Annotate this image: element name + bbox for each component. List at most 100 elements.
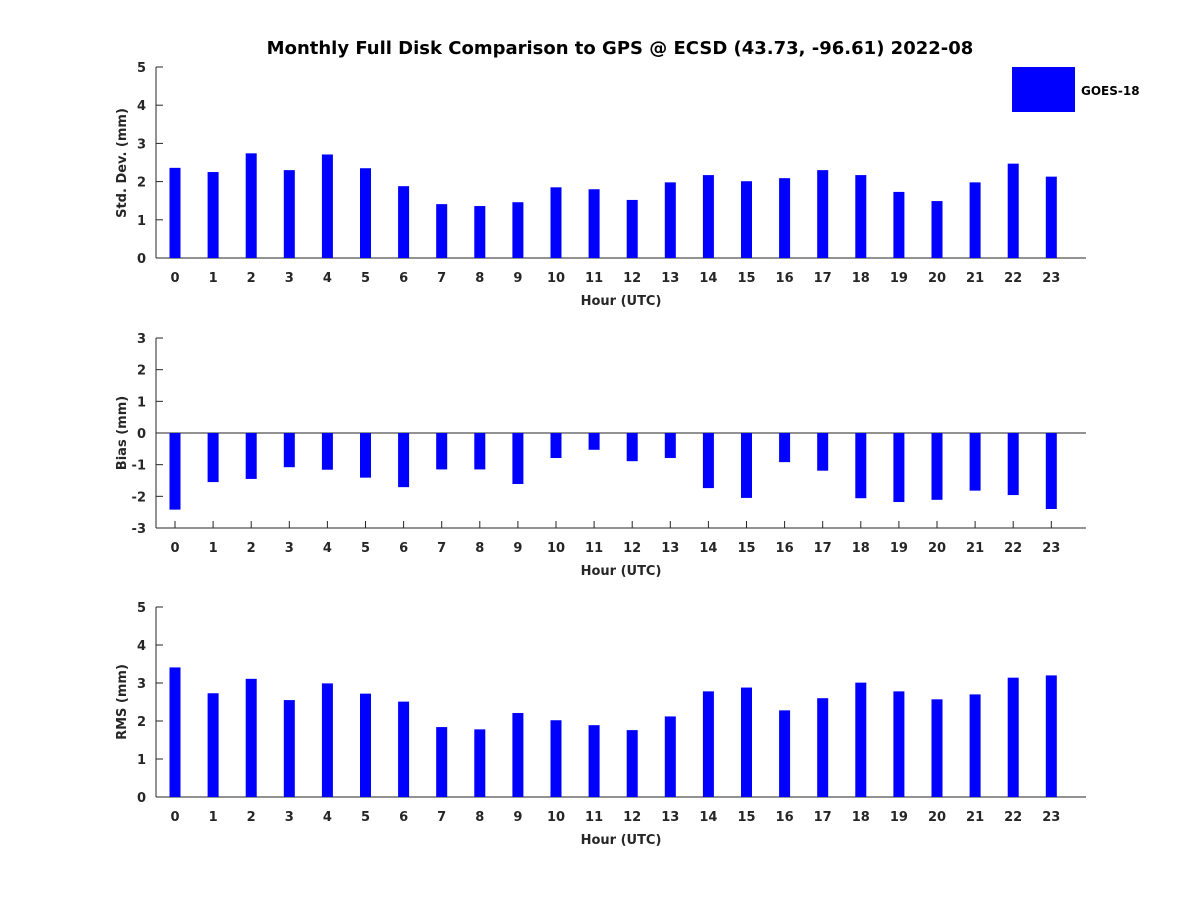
bar-hour-20: [931, 699, 943, 797]
bar-hour-19: [893, 433, 905, 503]
y-tick-label: -1: [132, 459, 146, 474]
bar-hour-13: [664, 182, 676, 258]
bar-hour-5: [360, 168, 371, 258]
y-tick-label: 4: [137, 99, 146, 114]
bar-hour-9: [512, 202, 524, 258]
y-tick-label: 0: [137, 252, 146, 267]
x-tick-label: 22: [1004, 810, 1022, 825]
x-tick-label: 12: [623, 271, 641, 286]
x-tick-label: 3: [285, 541, 294, 556]
bar-hour-3: [283, 700, 295, 797]
bar-hour-16: [779, 178, 791, 258]
x-tick-label: 0: [170, 810, 179, 825]
bar-hour-9: [512, 713, 524, 797]
y-tick-label: 3: [137, 137, 146, 152]
x-tick-label: 7: [437, 541, 446, 556]
bar-hour-11: [588, 433, 600, 450]
x-tick-label: 8: [475, 810, 484, 825]
bar-hour-19: [893, 691, 905, 797]
legend-swatch: [1012, 67, 1075, 112]
bar-hour-11: [588, 189, 600, 258]
x-tick-label: 19: [890, 541, 908, 556]
bar-hour-2: [245, 678, 257, 797]
x-tick-label: 19: [890, 810, 908, 825]
bar-hour-2: [245, 433, 257, 479]
y-tick-label: 3: [137, 332, 146, 347]
x-tick-label: 21: [966, 541, 984, 556]
bar-hour-4: [321, 683, 333, 797]
bar-hour-17: [817, 698, 829, 797]
y-tick-label: 2: [137, 364, 146, 379]
x-tick-label: 2: [247, 271, 256, 286]
x-tick-label: 6: [399, 810, 408, 825]
x-tick-label: 17: [814, 810, 832, 825]
bar-hour-5: [360, 693, 371, 797]
x-tick-label: 16: [776, 810, 794, 825]
x-tick-label: 11: [585, 541, 603, 556]
bar-hour-21: [969, 182, 981, 258]
bar-hour-4: [321, 433, 333, 470]
x-tick-label: 14: [699, 271, 717, 286]
bar-hour-17: [817, 433, 829, 471]
bar-hour-1: [207, 172, 219, 258]
bar-hour-7: [436, 433, 448, 470]
bar-hour-1: [207, 433, 219, 483]
bar-hour-3: [283, 170, 295, 258]
x-tick-label: 22: [1004, 271, 1022, 286]
x-tick-label: 6: [399, 541, 408, 556]
bar-hour-8: [474, 206, 486, 258]
x-tick-label: 18: [852, 271, 870, 286]
x-tick-label: 4: [323, 271, 332, 286]
y-tick-label: 4: [137, 639, 146, 654]
bar-hour-19: [893, 191, 905, 258]
legend: GOES-18: [1012, 67, 1140, 112]
x-tick-label: 2: [247, 541, 256, 556]
x-tick-label: 9: [513, 810, 522, 825]
y-axis-label: Bias (mm): [115, 396, 130, 470]
x-tick-label: 12: [623, 810, 641, 825]
bar-hour-23: [1045, 176, 1057, 258]
bar-hour-0: [169, 667, 181, 797]
x-tick-label: 5: [361, 271, 370, 286]
bar-hour-20: [931, 433, 943, 500]
bar-hour-13: [664, 433, 676, 459]
bar-hour-18: [855, 682, 867, 797]
bar-hour-8: [474, 729, 486, 797]
x-tick-label: 15: [737, 810, 755, 825]
bar-hour-2: [245, 153, 257, 258]
y-tick-label: 0: [137, 791, 146, 806]
x-tick-label: 22: [1004, 541, 1022, 556]
bar-hour-6: [398, 701, 410, 797]
x-axis-label: Hour (UTC): [581, 564, 662, 579]
bar-hour-11: [588, 725, 600, 797]
bar-hour-6: [398, 186, 410, 258]
x-tick-label: 13: [661, 810, 679, 825]
bar-hour-14: [702, 175, 714, 258]
x-tick-label: 11: [585, 810, 603, 825]
y-tick-label: 5: [137, 601, 146, 616]
bar-hour-15: [741, 687, 752, 797]
x-tick-label: 21: [966, 810, 984, 825]
x-tick-label: 4: [323, 810, 332, 825]
y-tick-label: 3: [137, 677, 146, 692]
bar-hour-12: [626, 433, 638, 462]
legend-label: GOES-18: [1081, 84, 1140, 98]
x-tick-label: 23: [1042, 810, 1060, 825]
bar-hour-6: [398, 433, 410, 488]
x-tick-label: 1: [209, 271, 218, 286]
bar-hour-7: [436, 727, 448, 797]
bar-hour-23: [1045, 675, 1057, 797]
x-tick-label: 18: [852, 541, 870, 556]
y-tick-label: 1: [137, 214, 146, 229]
y-tick-label: 2: [137, 715, 146, 730]
x-tick-label: 19: [890, 271, 908, 286]
x-tick-label: 12: [623, 541, 641, 556]
x-tick-label: 18: [852, 810, 870, 825]
bar-hour-22: [1007, 163, 1019, 258]
bar-hour-18: [855, 175, 867, 258]
bar-hour-5: [360, 433, 371, 478]
